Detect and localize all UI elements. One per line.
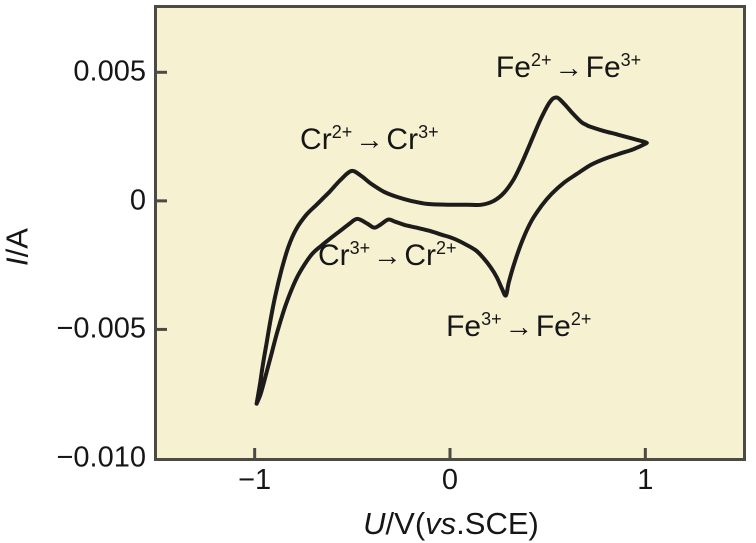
annotation-text: Cr	[318, 239, 350, 273]
annotation-text: Fe	[446, 310, 482, 344]
annotation-text: Cr	[386, 122, 419, 156]
x-tick-label-0: 0	[441, 464, 459, 496]
arrow-icon: →	[554, 51, 583, 84]
annotation-text: Cr	[404, 239, 437, 273]
cv-curve-canvas	[157, 70, 649, 458]
annotation-superscript: 2+	[530, 49, 552, 70]
y-tick-label-neg0010: −0.010	[56, 441, 146, 474]
annotation-text: Cr	[300, 122, 332, 156]
cv-curve	[254, 95, 649, 406]
annotation-superscript: 3+	[481, 309, 502, 330]
annotation-cr-reduction: Cr3+→Cr2+	[318, 238, 457, 273]
annotation-superscript: 3+	[349, 238, 371, 259]
axis-tick-marks	[157, 70, 647, 458]
annotation-cr-oxidation: Cr2+→Cr3+	[300, 121, 439, 156]
x-axis-label: U/V(vs.SCE)	[363, 508, 539, 539]
x-axis-symbol: U	[363, 506, 386, 541]
x-axis-unit: /V(	[385, 506, 426, 541]
annotation-superscript: 2+	[436, 238, 457, 259]
y-axis-label: I/A	[0, 228, 35, 266]
y-axis-unit: /A	[0, 228, 35, 258]
annotation-superscript: 2+	[331, 121, 353, 142]
x-axis-vs: vs	[425, 506, 457, 541]
annotation-superscript: 3+	[418, 121, 439, 142]
x-tick-label-neg1: −1	[238, 464, 272, 496]
annotation-superscript: 2+	[570, 309, 592, 330]
y-tick-label-0005: 0.005	[73, 55, 146, 88]
y-axis-symbol: I	[0, 257, 35, 266]
annotation-text: Fe	[585, 50, 621, 84]
annotation-text: Fe	[535, 310, 571, 344]
y-tick-label-0: 0	[129, 184, 146, 217]
plot-area: Cr2+→Cr3+ Fe2+→Fe3+ Cr3+→Cr2+ Fe3+→Fe2+	[154, 5, 746, 461]
x-tick-label-1: 1	[637, 464, 654, 496]
y-tick-label-neg0005: −0.005	[56, 312, 146, 345]
annotation-text: Fe	[495, 50, 531, 84]
arrow-icon: →	[355, 123, 384, 156]
annotation-superscript: 3+	[620, 49, 642, 70]
x-axis-reference: .SCE)	[456, 506, 539, 541]
arrow-icon: →	[504, 311, 534, 344]
arrow-icon: →	[373, 240, 402, 273]
annotation-fe-oxidation: Fe2+→Fe3+	[495, 49, 642, 84]
annotation-fe-reduction: Fe3+→Fe2+	[446, 309, 592, 344]
